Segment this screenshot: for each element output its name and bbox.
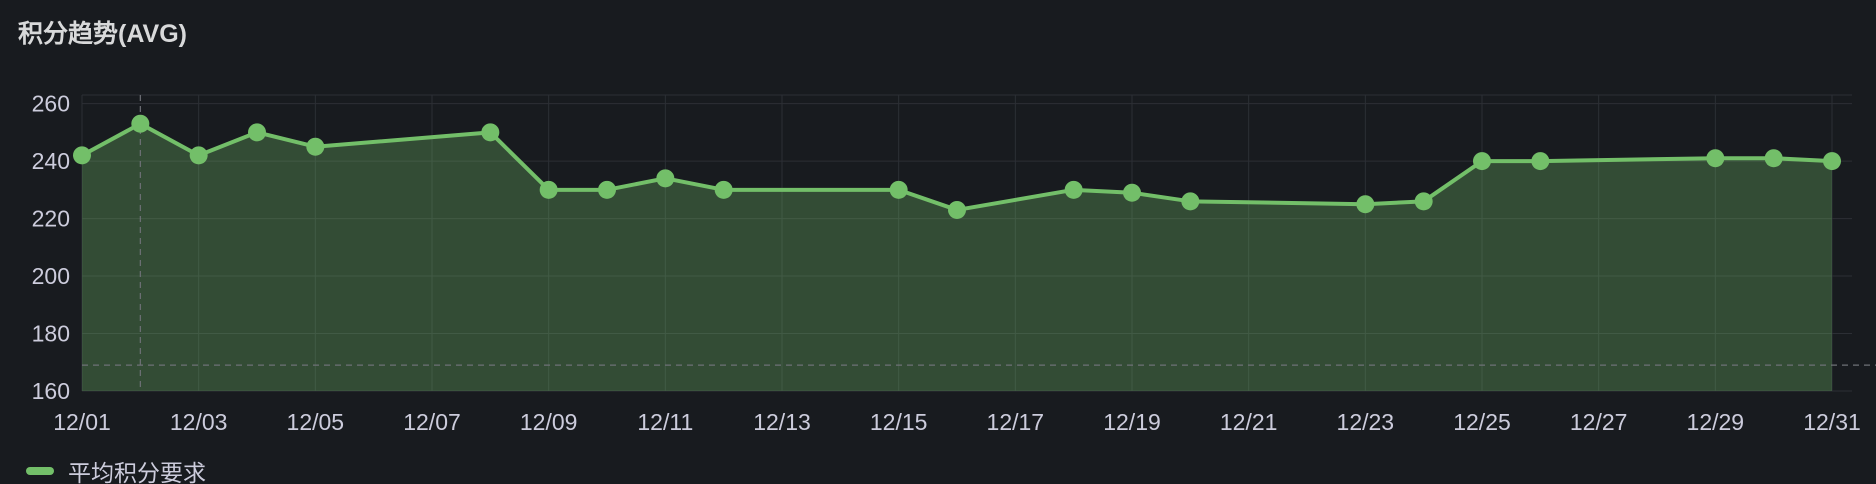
data-point[interactable] <box>948 200 966 219</box>
x-tick-label: 12/31 <box>1803 409 1861 435</box>
data-point[interactable] <box>189 146 208 165</box>
data-point[interactable] <box>1473 152 1491 171</box>
data-point[interactable] <box>714 180 733 199</box>
y-tick-label: 180 <box>32 321 70 347</box>
x-tick-label: 12/19 <box>1103 409 1161 435</box>
y-tick-label: 220 <box>32 206 70 232</box>
data-point[interactable] <box>1764 149 1783 168</box>
x-tick-label: 12/27 <box>1570 409 1628 435</box>
data-point[interactable] <box>248 123 266 142</box>
data-point[interactable] <box>539 180 558 199</box>
data-point[interactable] <box>306 137 325 156</box>
data-point[interactable] <box>1531 152 1550 171</box>
x-tick-label: 12/15 <box>870 409 928 435</box>
x-axis-labels: 12/01 12/03 12/05 12/07 12/09 12/11 12/13 12/15… <box>53 409 1861 435</box>
data-point[interactable] <box>598 180 616 199</box>
x-tick-label: 12/21 <box>1220 409 1278 435</box>
legend-label: 平均积分要求 <box>68 460 206 484</box>
legend-swatch <box>26 467 54 475</box>
x-tick-label: 12/07 <box>403 409 461 435</box>
y-tick-label: 200 <box>32 263 70 289</box>
x-tick-label: 12/11 <box>637 409 693 435</box>
reference-lines <box>82 95 1876 391</box>
x-tick-label: 12/29 <box>1687 409 1745 435</box>
data-point[interactable] <box>1706 149 1725 168</box>
x-tick-label: 12/01 <box>53 409 111 435</box>
series-line <box>81 121 1833 212</box>
panel-title: 积分趋势(AVG) <box>18 20 187 48</box>
y-tick-label: 260 <box>32 91 70 117</box>
series-area <box>82 123 1832 392</box>
grid-lines <box>81 94 1852 392</box>
area-fill <box>82 123 1832 392</box>
data-point[interactable] <box>1414 192 1433 211</box>
legend[interactable]: 平均积分要求 <box>26 454 206 484</box>
x-tick-label: 12/23 <box>1337 409 1395 435</box>
series-path <box>81 121 1833 212</box>
x-tick-label: 12/17 <box>987 409 1045 435</box>
data-point[interactable] <box>73 146 91 165</box>
x-tick-label: 12/13 <box>753 409 811 435</box>
data-point[interactable] <box>1123 183 1141 202</box>
data-point[interactable] <box>1823 152 1841 171</box>
x-tick-label: 12/09 <box>520 409 578 435</box>
y-axis-labels: 160 180 200 220 240 260 <box>32 91 70 404</box>
y-tick-label: 160 <box>32 378 70 404</box>
x-tick-label: 12/25 <box>1453 409 1511 435</box>
data-point[interactable] <box>656 169 675 188</box>
data-point[interactable] <box>1064 180 1083 199</box>
x-tick-label: 12/05 <box>287 409 345 435</box>
data-point[interactable] <box>131 114 150 133</box>
series-points[interactable] <box>73 114 1841 219</box>
data-point[interactable] <box>481 123 500 142</box>
y-tick-label: 240 <box>32 148 70 174</box>
x-tick-label: 12/03 <box>170 409 228 435</box>
data-point[interactable] <box>1356 195 1375 214</box>
data-point[interactable] <box>1181 192 1200 211</box>
data-point[interactable] <box>889 180 908 199</box>
